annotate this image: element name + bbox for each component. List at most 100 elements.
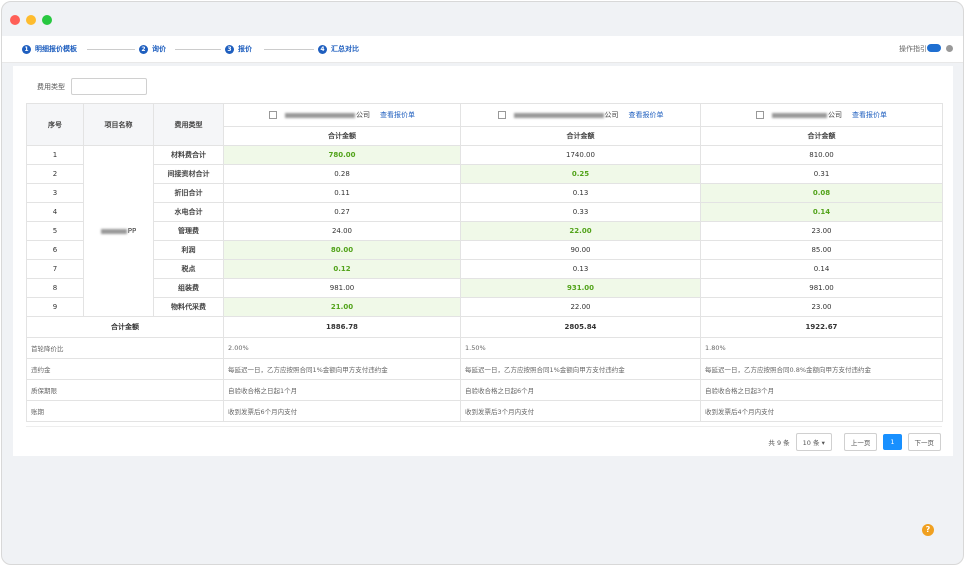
index-cell: 4 — [26, 202, 84, 222]
view-quote-link[interactable]: 查看报价单 — [628, 111, 664, 119]
term-value: 1.80% — [700, 337, 943, 359]
index-cell: 7 — [26, 259, 84, 279]
subheader-cell: 合计金额 — [460, 126, 701, 146]
term-value: 收到发票后3个月内支付 — [460, 400, 701, 422]
cost-type-cell: 利润 — [153, 240, 224, 260]
index-cell: 9 — [26, 297, 84, 317]
supplier-checkbox[interactable] — [269, 111, 277, 119]
data-row: 2 间接资材合计 0.28 0.25 0.31 — [26, 164, 943, 184]
subheader-cell: 合计金额 — [700, 126, 943, 146]
project-cell: PP — [83, 145, 154, 317]
amount-cell: 0.31 — [700, 164, 943, 184]
amount-cell: 0.14 — [700, 202, 943, 222]
data-row: 9 物料代采费 21.00 22.00 23.00 — [26, 297, 943, 317]
data-row: 8 组装费 981.00 931.00 981.00 — [26, 278, 943, 298]
term-value: 收到发票后6个月内支付 — [223, 400, 461, 422]
term-row: 账期 收到发票后6个月内支付 收到发票后3个月内支付 收到发票后4个月内支付 — [26, 400, 943, 422]
blurred-name — [513, 112, 604, 118]
page-size: 10 条 — [802, 439, 820, 447]
supplier-checkbox[interactable] — [756, 111, 764, 119]
step-number: 1 — [22, 44, 31, 54]
amount-cell: 0.25 — [460, 164, 701, 184]
term-value: 每延迟一日，乙方应按照合同1%金额向甲方支付违约金 — [223, 358, 461, 380]
step-separator — [175, 49, 221, 50]
next-page[interactable]: 下一页 — [907, 433, 941, 451]
filter-input[interactable] — [71, 78, 147, 95]
index-cell: 8 — [26, 278, 84, 298]
step-label: 汇总对比 — [331, 45, 359, 53]
data-row: 7 税点 0.12 0.13 0.14 — [26, 259, 943, 279]
amount-cell: 22.00 — [460, 221, 701, 241]
term-value: 每延迟一日，乙方应按照合同0.8%金额向甲方支付违约金 — [700, 358, 943, 380]
amount-cell: 0.12 — [223, 259, 461, 279]
data-row: 1 PP 材料费合计 780.00 1740.00 810.00 — [26, 145, 943, 317]
zoom-button[interactable] — [42, 15, 52, 25]
view-quote-link[interactable]: 查看报价单 — [852, 111, 887, 119]
data-row: 4 水电合计 0.27 0.33 0.14 — [26, 202, 943, 222]
term-label: 质保期限 — [26, 379, 224, 401]
step[interactable]: 3 报价 — [225, 44, 252, 54]
header-cell: 序号 — [26, 103, 84, 146]
amount-cell: 0.08 — [700, 183, 943, 203]
amount-cell: 981.00 — [223, 278, 461, 298]
amount-cell: 0.11 — [223, 183, 461, 203]
term-row: 首轮降价比 2.00% 1.50% 1.80% — [26, 337, 943, 359]
step[interactable]: 4 汇总对比 — [318, 44, 359, 54]
close-button[interactable] — [10, 15, 20, 25]
page-size-select[interactable]: 10 条 ▾ — [795, 433, 832, 451]
term-value: 自验收合格之日起1个月 — [223, 379, 461, 401]
help-button[interactable]: ? — [922, 524, 934, 536]
amount-cell: 21.00 — [223, 297, 461, 317]
header-cell: 项目名称 — [83, 103, 154, 146]
term-label: 违约金 — [26, 358, 224, 380]
filter-label: 费用类型 — [37, 82, 65, 91]
amount-cell: 85.00 — [700, 240, 943, 260]
current-page[interactable]: 1 — [883, 434, 902, 450]
amount-cell: 931.00 — [460, 278, 701, 298]
subheader-cell: 合计金额 — [223, 126, 461, 146]
amount-cell: 23.00 — [700, 297, 943, 317]
term-value: 自验收合格之日起3个月 — [700, 379, 943, 401]
header-row: 序号 项目名称 费用类型 公司 查看报价单 公司 查看报价单 公司 查看报价单 — [26, 103, 943, 146]
blurred-name — [100, 228, 127, 234]
amount-cell: 1740.00 — [460, 145, 701, 165]
data-row: 3 折旧合计 0.11 0.13 0.08 — [26, 183, 943, 203]
guide-label: 操作指引 — [899, 45, 927, 53]
amount-cell: 0.28 — [223, 164, 461, 184]
supplier-checkbox[interactable] — [497, 111, 506, 119]
info-icon[interactable] — [946, 45, 953, 52]
cost-type-cell: 税点 — [153, 259, 224, 279]
total-count: 共 9 条 — [768, 439, 790, 447]
guide-toggle[interactable] — [927, 44, 941, 52]
cost-type-cell: 管理费 — [153, 221, 224, 241]
index-cell: 3 — [26, 183, 84, 203]
step-bar: 操作指引 1 明细报价模板 2 询价 3 报价 4 汇总对比 — [2, 36, 963, 63]
step-number: 2 — [139, 44, 148, 54]
total-row: 合计金额 1886.78 2805.84 1922.67 — [26, 316, 943, 338]
amount-cell: 0.14 — [700, 259, 943, 279]
amount-cell: 810.00 — [700, 145, 943, 165]
prev-page[interactable]: 上一页 — [843, 433, 878, 451]
term-value: 自验收合格之日起6个月 — [460, 379, 701, 401]
blurred-name — [285, 112, 355, 118]
supplier-header: 公司 查看报价单 — [700, 103, 943, 127]
filter: 费用类型 — [37, 78, 147, 95]
divider — [26, 426, 942, 427]
index-cell: 2 — [26, 164, 84, 184]
step[interactable]: 1 明细报价模板 — [22, 44, 77, 54]
term-label: 首轮降价比 — [26, 337, 224, 359]
supplier-name: 公司 — [604, 111, 619, 119]
index-cell: 1 — [26, 145, 84, 165]
content-panel: 费用类型 序号 项目名称 费用类型 公司 查看报价单 公司 查看报价单 公司 查看报价单 合计金额… — [13, 66, 953, 456]
data-row: 5 管理费 24.00 22.00 23.00 — [26, 221, 943, 241]
step-separator — [87, 49, 135, 50]
view-quote-link[interactable]: 查看报价单 — [380, 111, 415, 119]
term-row: 质保期限 自验收合格之日起1个月 自验收合格之日起6个月 自验收合格之日起3个月 — [26, 379, 943, 401]
header-cell: 费用类型 — [153, 103, 224, 146]
amount-cell: 23.00 — [700, 221, 943, 241]
amount-cell: 780.00 — [223, 145, 461, 165]
minimize-button[interactable] — [26, 15, 36, 25]
step-separator — [264, 49, 314, 50]
cost-type-cell: 组装费 — [153, 278, 224, 298]
step[interactable]: 2 询价 — [139, 44, 166, 54]
